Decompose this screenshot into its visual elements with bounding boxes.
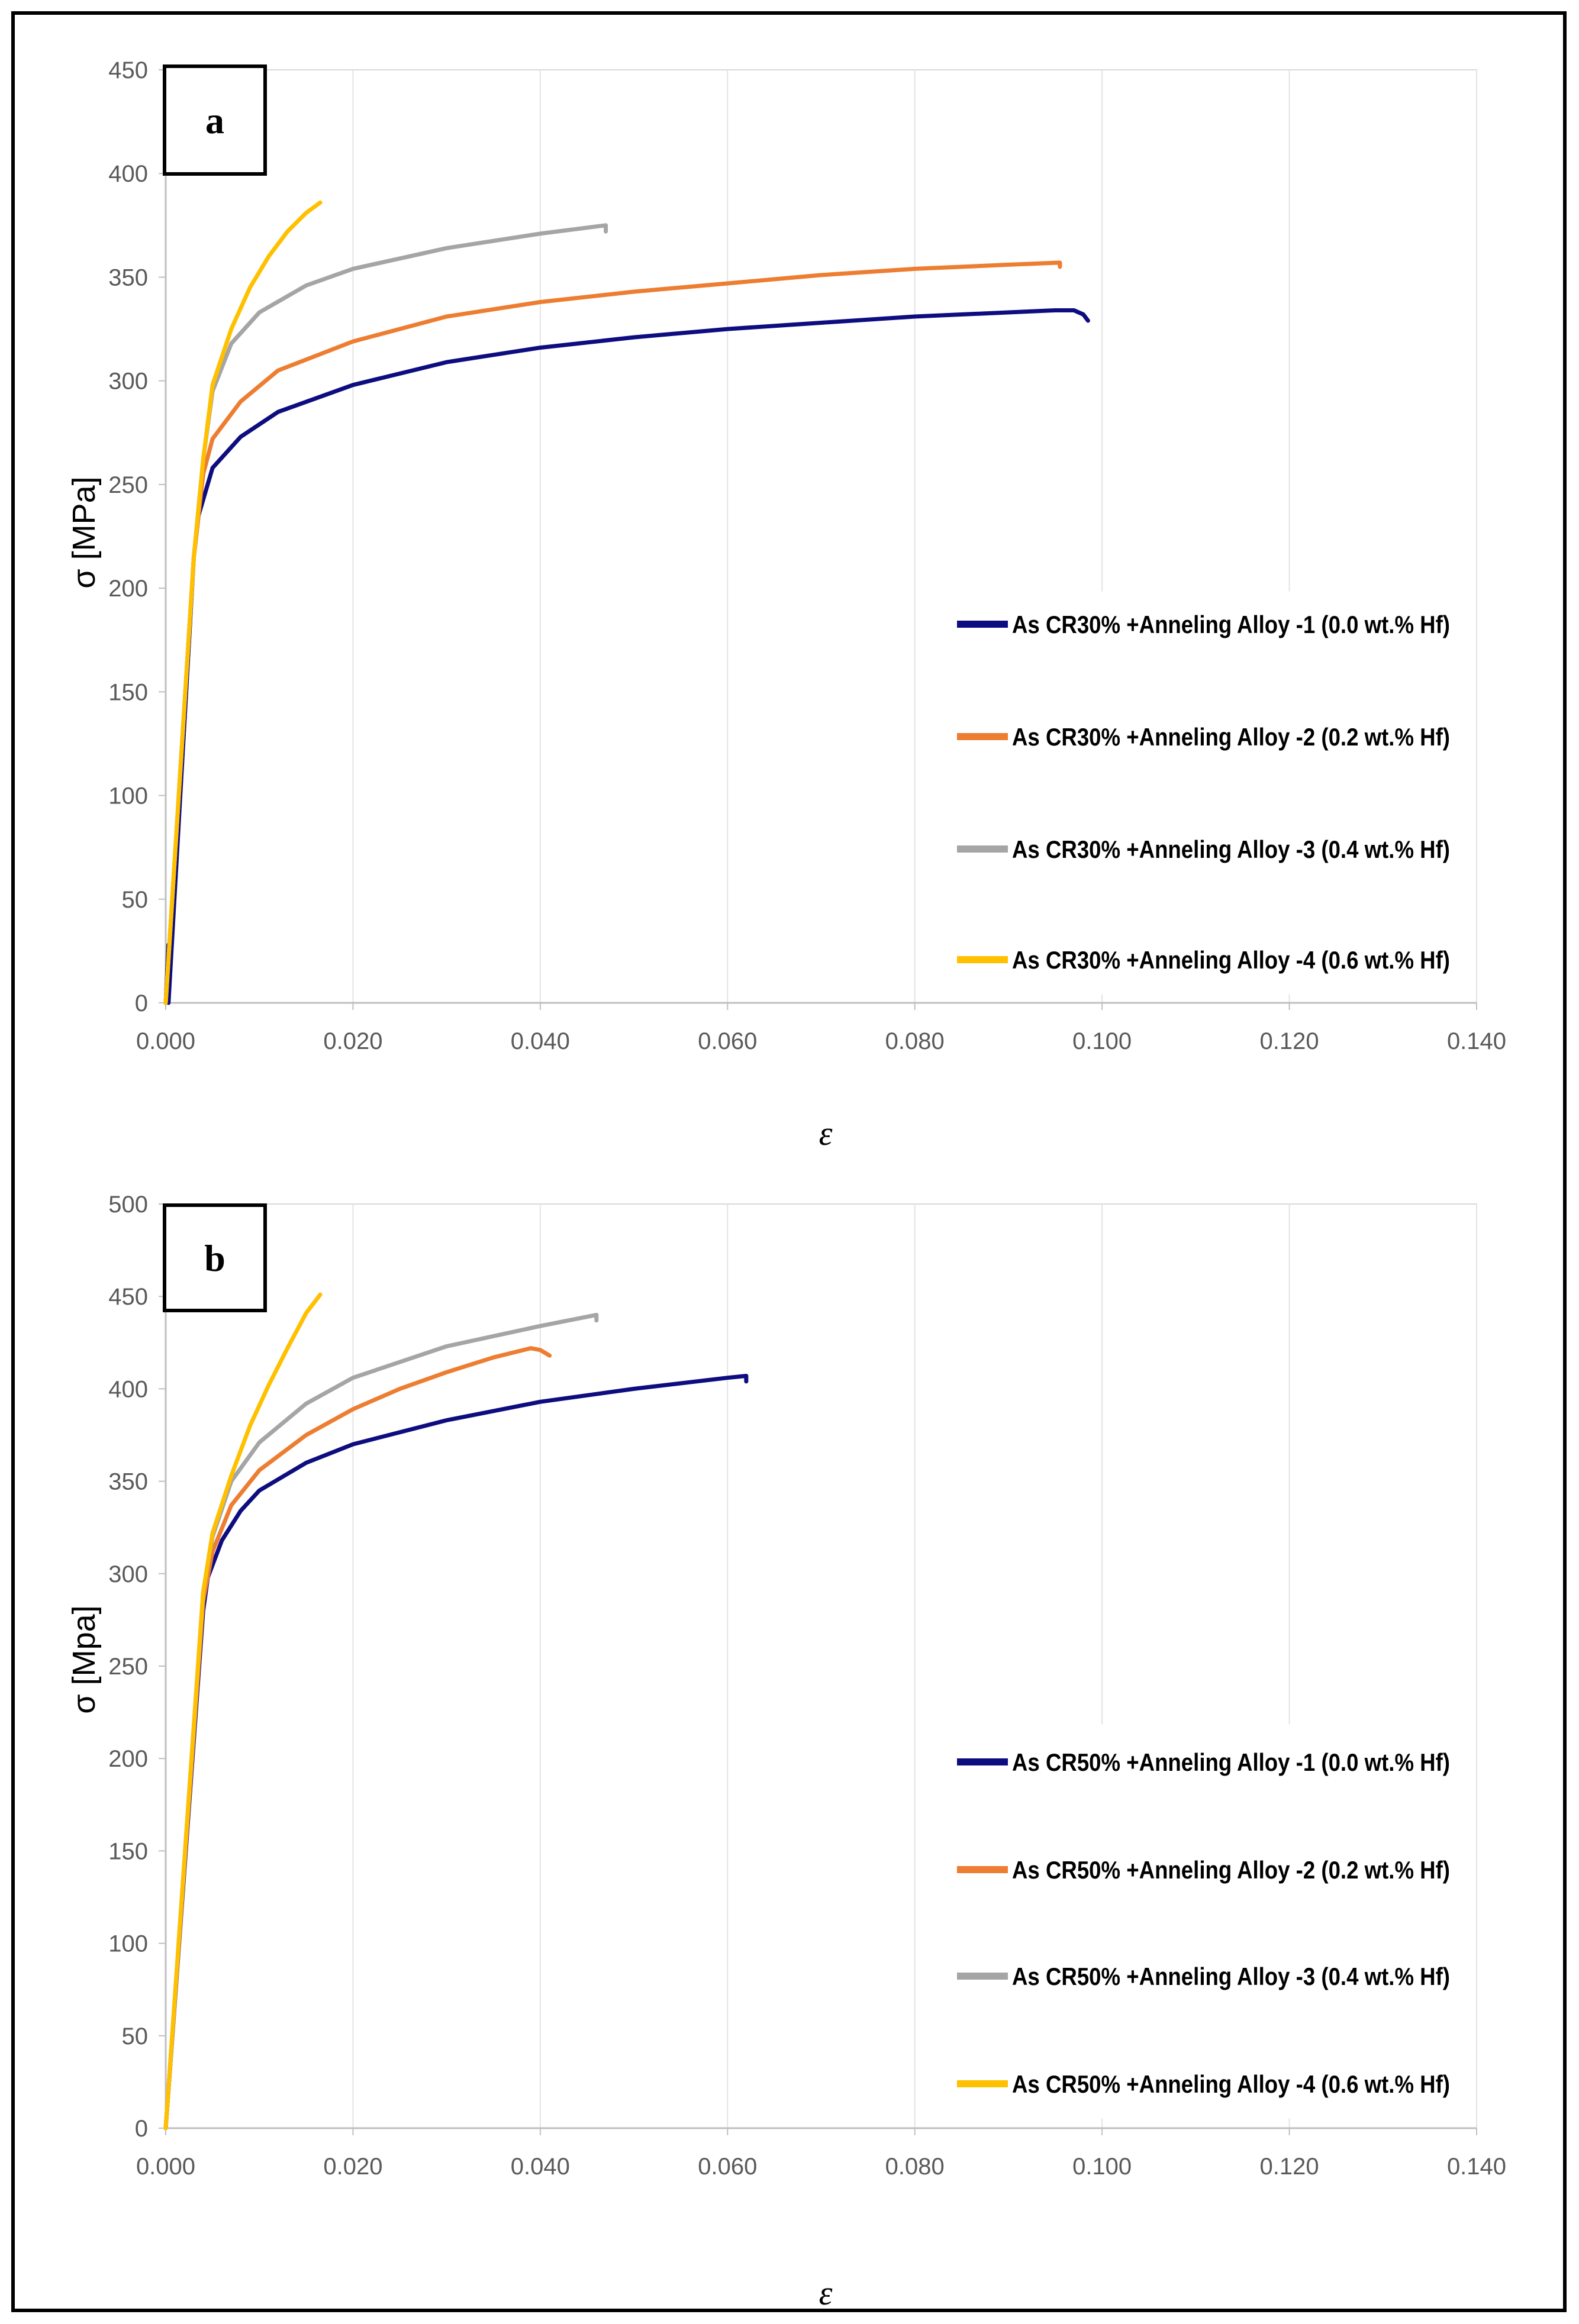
y-tick-label: 350 xyxy=(108,1469,148,1495)
x-tick-label: 0.120 xyxy=(1260,2154,1319,2180)
x-tick-label: 0.020 xyxy=(323,1028,382,1054)
y-tick-label: 100 xyxy=(108,783,148,809)
x-tick-label: 0.000 xyxy=(136,2154,195,2180)
x-tick-label: 0.140 xyxy=(1447,1028,1506,1054)
y-tick-label: 450 xyxy=(108,1284,148,1310)
y-tick-label: 500 xyxy=(108,1192,148,1218)
y-tick-label: 0 xyxy=(135,990,148,1016)
panel-label-box xyxy=(163,1203,267,1312)
y-tick-label: 50 xyxy=(122,887,149,913)
x-tick-label: 0.080 xyxy=(885,1028,945,1054)
x-tick-label: 0.080 xyxy=(885,2154,945,2180)
y-tick-label: 200 xyxy=(108,576,148,602)
panel-label: a xyxy=(205,99,224,141)
y-tick-label: 50 xyxy=(122,2023,149,2049)
y-tick-label: 300 xyxy=(108,1561,148,1587)
legend-label-2: As CR30% +Anneling Alloy -2 (0.2 wt.% Hf… xyxy=(1012,723,1450,751)
legend-label-3: As CR30% +Anneling Alloy -3 (0.4 wt.% Hf… xyxy=(1012,835,1450,863)
series-line-4 xyxy=(163,1292,323,2131)
x-tick-label: 0.100 xyxy=(1072,2154,1132,2180)
x-tick-label: 0.120 xyxy=(1260,1028,1319,1054)
y-tick-label: 100 xyxy=(108,1931,148,1957)
y-tick-label: 350 xyxy=(108,264,148,290)
legend-label-1: As CR50% +Anneling Alloy -1 (0.0 wt.% Hf… xyxy=(1012,1748,1450,1776)
x-tick-label: 0.140 xyxy=(1447,2154,1506,2180)
legend-label-1: As CR30% +Anneling Alloy -1 (0.0 wt.% Hf… xyxy=(1012,611,1450,638)
x-tick-label: 0.040 xyxy=(511,1028,570,1054)
y-tick-label: 250 xyxy=(108,1654,148,1680)
y-tick-label: 0 xyxy=(135,2116,148,2142)
y-tick-label: 150 xyxy=(108,1838,148,1864)
panel-label-box xyxy=(163,64,267,176)
legend-label-2: As CR50% +Anneling Alloy -2 (0.2 wt.% Hf… xyxy=(1012,1856,1450,1884)
x-tick-label: 0.100 xyxy=(1072,1028,1132,1054)
series-line-4 xyxy=(163,200,323,1005)
y-tick-label: 200 xyxy=(108,1746,148,1772)
x-tick-label: 0.020 xyxy=(323,2154,382,2180)
panel-label: b xyxy=(204,1237,225,1279)
legend xyxy=(943,591,1475,995)
y-axis-label: σ [Mpa] xyxy=(66,1605,102,1713)
chart-panel-a: 0.000 0.020 0.040 0.060 0.080 0.100 0.120 0.140… xyxy=(66,57,1506,1153)
x-tick-label: 0.040 xyxy=(511,2154,570,2180)
y-tick-label: 300 xyxy=(108,369,148,395)
x-axis-label: ε xyxy=(819,2274,833,2312)
x-tick-label: 0.060 xyxy=(698,1028,757,1054)
y-tick-label: 400 xyxy=(108,161,148,187)
y-tick-label: 250 xyxy=(108,472,148,498)
chart-panel-b: 0.000 0.020 0.040 0.060 0.080 0.100 0.120 0.140… xyxy=(66,1192,1506,2312)
series-line-2 xyxy=(163,1346,552,2131)
legend-label-3: As CR50% +Anneling Alloy -3 (0.4 wt.% Hf… xyxy=(1012,1963,1450,1990)
x-tick-label: 0.000 xyxy=(136,1028,195,1054)
x-axis-label: ε xyxy=(819,1114,833,1153)
y-tick-label: 400 xyxy=(108,1376,148,1402)
y-tick-label: 450 xyxy=(108,57,148,83)
series-line-2 xyxy=(163,260,1062,1005)
y-axis-label: σ [MPa] xyxy=(66,476,102,588)
legend-label-4: As CR30% +Anneling Alloy -4 (0.6 wt.% Hf… xyxy=(1012,946,1450,974)
legend-label-4: As CR50% +Anneling Alloy -4 (0.6 wt.% Hf… xyxy=(1012,2070,1450,2098)
legend xyxy=(943,1724,1475,2119)
x-tick-label: 0.060 xyxy=(698,2154,757,2180)
y-tick-label: 150 xyxy=(108,679,148,705)
